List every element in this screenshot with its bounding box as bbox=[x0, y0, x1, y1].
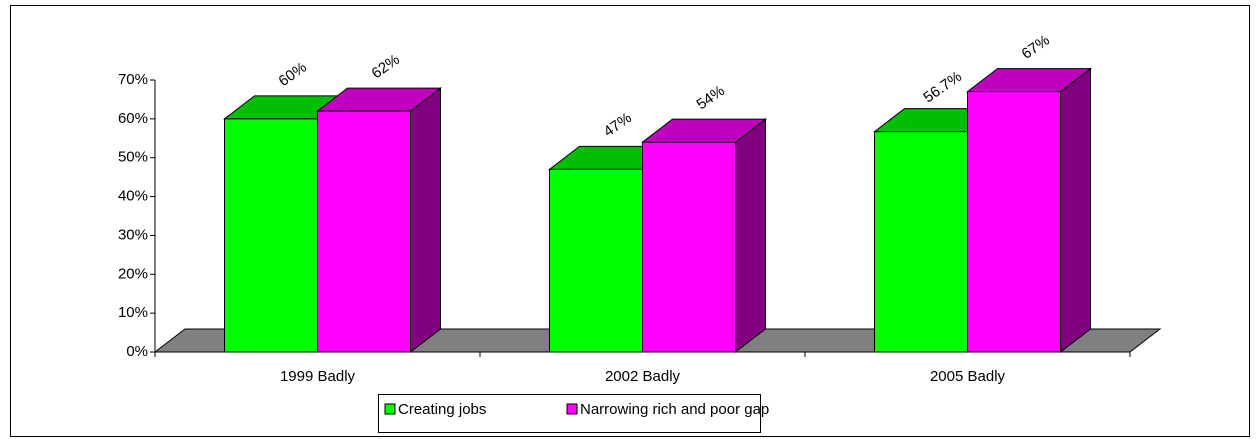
y-tick-label: 60% bbox=[118, 110, 148, 127]
bar bbox=[549, 168, 643, 353]
bar bbox=[967, 91, 1061, 353]
y-tick-label: 50% bbox=[118, 149, 148, 166]
y-tick-label: 10% bbox=[118, 304, 148, 321]
x-tick-label: 1999 Badly bbox=[280, 368, 356, 385]
legend-label: Creating jobs bbox=[398, 401, 486, 418]
legend-label: Narrowing rich and poor gap bbox=[580, 401, 769, 418]
bar bbox=[317, 110, 411, 353]
bar-side bbox=[735, 118, 766, 354]
bar-side bbox=[1060, 67, 1091, 354]
bar bbox=[224, 118, 318, 353]
legend-swatch bbox=[566, 403, 578, 415]
bar bbox=[642, 141, 736, 353]
bar-side bbox=[410, 87, 441, 354]
y-tick-label: 30% bbox=[118, 226, 148, 243]
y-tick-label: 0% bbox=[126, 343, 148, 360]
y-tick-label: 70% bbox=[118, 71, 148, 88]
bar bbox=[874, 131, 968, 353]
y-tick-label: 20% bbox=[118, 265, 148, 282]
x-tick-label: 2005 Badly bbox=[930, 368, 1006, 385]
y-tick-label: 40% bbox=[118, 188, 148, 205]
x-tick-label: 2002 Badly bbox=[605, 368, 681, 385]
legend-swatch bbox=[384, 403, 396, 415]
